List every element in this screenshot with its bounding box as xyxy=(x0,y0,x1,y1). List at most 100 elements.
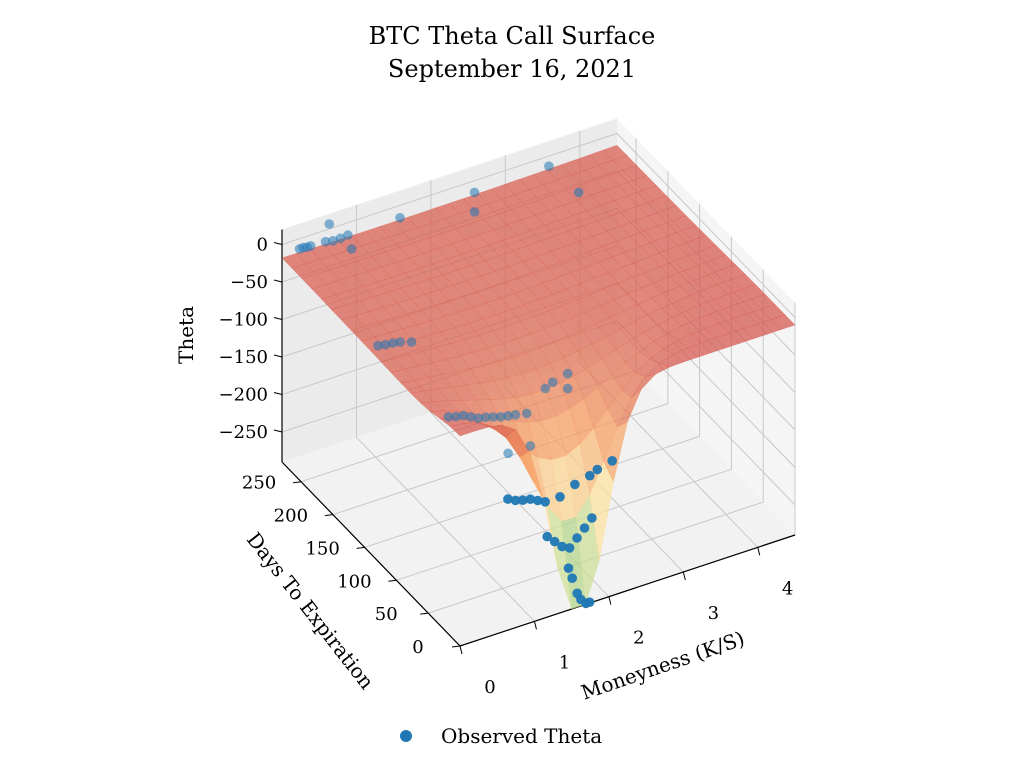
z-tick-label: −200 xyxy=(219,385,268,406)
tick-marks xyxy=(273,242,761,655)
y-tick-label: 250 xyxy=(242,473,276,494)
observed-theta-point xyxy=(525,494,536,505)
observed-theta-point xyxy=(563,563,574,573)
observed-theta-point xyxy=(518,495,528,506)
observed-theta-point xyxy=(328,236,338,246)
observed-theta-point xyxy=(564,543,575,553)
x-tick xyxy=(459,645,463,655)
z-tick xyxy=(273,317,283,320)
z-axis-label: Theta xyxy=(174,306,198,364)
observed-theta-point xyxy=(572,533,582,543)
x-tick xyxy=(757,547,761,556)
observed-theta-point xyxy=(469,207,480,217)
observed-theta-point xyxy=(488,412,499,422)
observed-theta-point xyxy=(521,408,532,419)
x-axis-line xyxy=(459,534,796,647)
observed-theta-point xyxy=(406,337,417,347)
observed-theta-point xyxy=(557,541,567,552)
observed-theta-point xyxy=(495,412,506,422)
observed-theta-point xyxy=(443,412,454,422)
z-tick-label: −50 xyxy=(230,272,268,293)
observed-theta-point xyxy=(469,187,480,198)
observed-theta-point xyxy=(388,338,398,348)
y-axis-line xyxy=(281,461,461,647)
x-tick xyxy=(608,596,612,605)
theta-surface xyxy=(281,144,796,610)
observed-theta-point xyxy=(343,230,353,240)
x-tick-label: 3 xyxy=(708,603,719,624)
y-tick-label: 0 xyxy=(412,637,423,658)
y-tick xyxy=(356,546,365,549)
observed-theta-point xyxy=(592,464,603,475)
observed-theta-point xyxy=(503,494,513,504)
observed-theta-point xyxy=(562,368,573,379)
chart-subtitle: September 16, 2021 xyxy=(387,55,637,83)
y-tick xyxy=(388,579,397,582)
observed-theta-point xyxy=(395,337,406,347)
observed-theta-point xyxy=(320,236,331,247)
chart-title: BTC Theta Call Surface xyxy=(368,22,656,50)
x-tick-label: 0 xyxy=(484,677,495,698)
y-tick-label: 150 xyxy=(305,538,339,559)
y-tick-label: 100 xyxy=(337,571,371,592)
observed-theta-point xyxy=(458,410,469,421)
legend: Observed Theta xyxy=(400,720,602,752)
z-tick xyxy=(273,429,283,433)
observed-theta-point xyxy=(573,187,584,198)
observed-theta-points xyxy=(294,161,617,609)
z-tick-label: −100 xyxy=(219,310,268,331)
observed-theta-point xyxy=(544,161,554,171)
observed-theta-point xyxy=(346,244,357,254)
observed-theta-point xyxy=(305,241,316,251)
y-gridline xyxy=(428,269,764,614)
observed-theta-point xyxy=(503,448,513,459)
z-tick xyxy=(273,392,283,395)
observed-theta-point xyxy=(548,377,558,388)
z-tick xyxy=(273,354,283,358)
observed-theta-point xyxy=(525,441,536,451)
observed-theta-point xyxy=(481,412,491,423)
y-tick-label: 50 xyxy=(375,604,398,625)
legend-marker xyxy=(400,730,412,742)
observed-theta-point xyxy=(587,513,597,523)
observed-theta-point xyxy=(335,233,346,244)
observed-theta-point xyxy=(380,339,391,350)
observed-theta-point xyxy=(542,531,552,542)
observed-theta-point xyxy=(567,573,577,583)
z-tick-label: −150 xyxy=(219,347,268,368)
z-tick xyxy=(273,279,283,283)
x-tick xyxy=(682,571,686,581)
y-tick xyxy=(420,612,429,615)
observed-theta-point xyxy=(373,340,383,351)
observed-theta-point xyxy=(324,219,335,229)
z-gridline xyxy=(281,132,796,318)
observed-theta-point xyxy=(555,492,565,502)
observed-theta-point xyxy=(395,213,405,223)
z-tick xyxy=(273,242,283,245)
surface-facet xyxy=(770,314,796,330)
x-tick-label: 4 xyxy=(782,578,793,599)
observed-theta-point xyxy=(503,411,513,421)
y-tick xyxy=(451,645,461,648)
observed-theta-point xyxy=(562,383,573,394)
legend-label: Observed Theta xyxy=(441,724,603,748)
observed-theta-point xyxy=(570,479,580,490)
x-tick-label: 1 xyxy=(559,652,570,673)
y-tick xyxy=(324,514,333,517)
observed-theta-point xyxy=(510,410,521,420)
observed-theta-point xyxy=(540,383,551,394)
x-tick-label: 2 xyxy=(633,628,644,649)
observed-theta-point xyxy=(585,470,595,481)
observed-theta-point xyxy=(451,411,461,422)
observed-theta-point xyxy=(473,413,484,424)
y-tick xyxy=(293,481,302,484)
observed-theta-point xyxy=(532,495,543,506)
axis-lines xyxy=(281,229,796,647)
x-axis-label: Moneyness (K/S) xyxy=(578,626,748,704)
observed-theta-point xyxy=(607,456,617,466)
observed-theta-point xyxy=(549,536,560,547)
observed-theta-point xyxy=(466,412,476,422)
z-tick-label: 0 xyxy=(257,235,268,256)
